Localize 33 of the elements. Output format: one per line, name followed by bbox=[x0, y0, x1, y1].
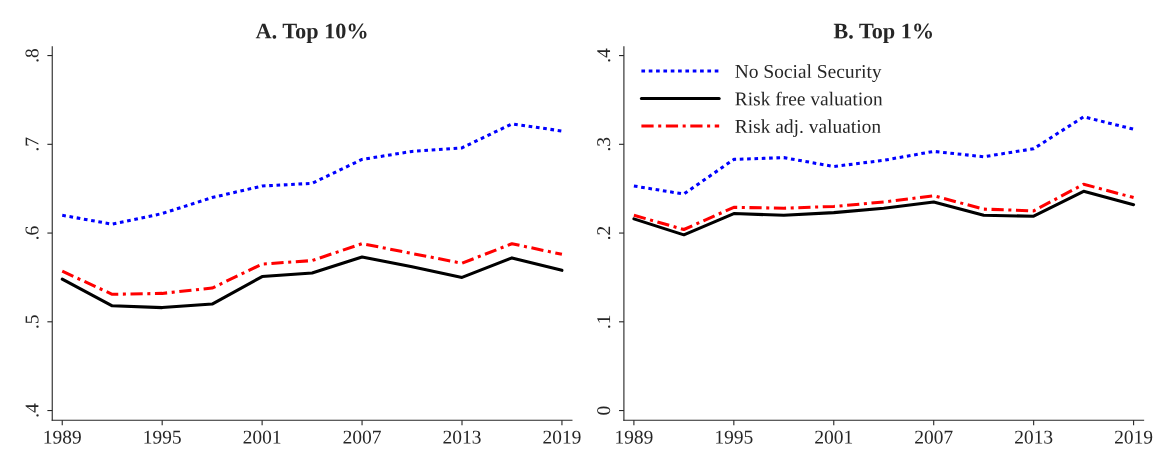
x-tick-label: 2007 bbox=[915, 430, 953, 444]
y-tick-label: .8 bbox=[25, 49, 39, 62]
x-tick-label: 2019 bbox=[543, 430, 581, 444]
y-tick-label: .7 bbox=[25, 137, 39, 151]
line-series bbox=[632, 115, 1136, 196]
line-series bbox=[632, 189, 1136, 237]
y-tick-label: .6 bbox=[25, 226, 39, 240]
legend-label: Risk free valuation bbox=[735, 91, 883, 106]
x-tick-label: 2007 bbox=[343, 430, 381, 444]
line-series bbox=[60, 255, 564, 310]
x-tick-label: 2019 bbox=[1115, 430, 1153, 444]
x-tick-label: 1989 bbox=[44, 430, 81, 444]
legend-label: Risk adj. valuation bbox=[735, 119, 881, 137]
chart-title: B. Top 1% bbox=[833, 23, 933, 44]
y-tick-label: .4 bbox=[597, 48, 611, 62]
line-series bbox=[60, 122, 564, 226]
y-tick-label: .3 bbox=[597, 137, 611, 151]
y-tick-label: .5 bbox=[25, 315, 39, 328]
x-tick-label: 2013 bbox=[443, 430, 481, 444]
x-tick-label: 2001 bbox=[243, 430, 281, 444]
y-tick-label: .1 bbox=[597, 315, 611, 328]
x-tick-label: 1995 bbox=[144, 430, 181, 444]
x-tick-label: 2001 bbox=[815, 430, 853, 444]
y-tick-label: .2 bbox=[597, 226, 611, 240]
x-tick-label: 1995 bbox=[716, 430, 753, 444]
line-series bbox=[632, 182, 1136, 232]
chart-title: A. Top 10% bbox=[255, 23, 367, 44]
y-tick-label: 0 bbox=[597, 406, 611, 415]
x-tick-label: 1989 bbox=[616, 430, 653, 444]
line-series bbox=[60, 242, 564, 296]
x-tick-label: 2013 bbox=[1015, 430, 1053, 444]
y-tick-label: .4 bbox=[25, 403, 39, 417]
legend-label: No Social Security bbox=[735, 64, 882, 83]
